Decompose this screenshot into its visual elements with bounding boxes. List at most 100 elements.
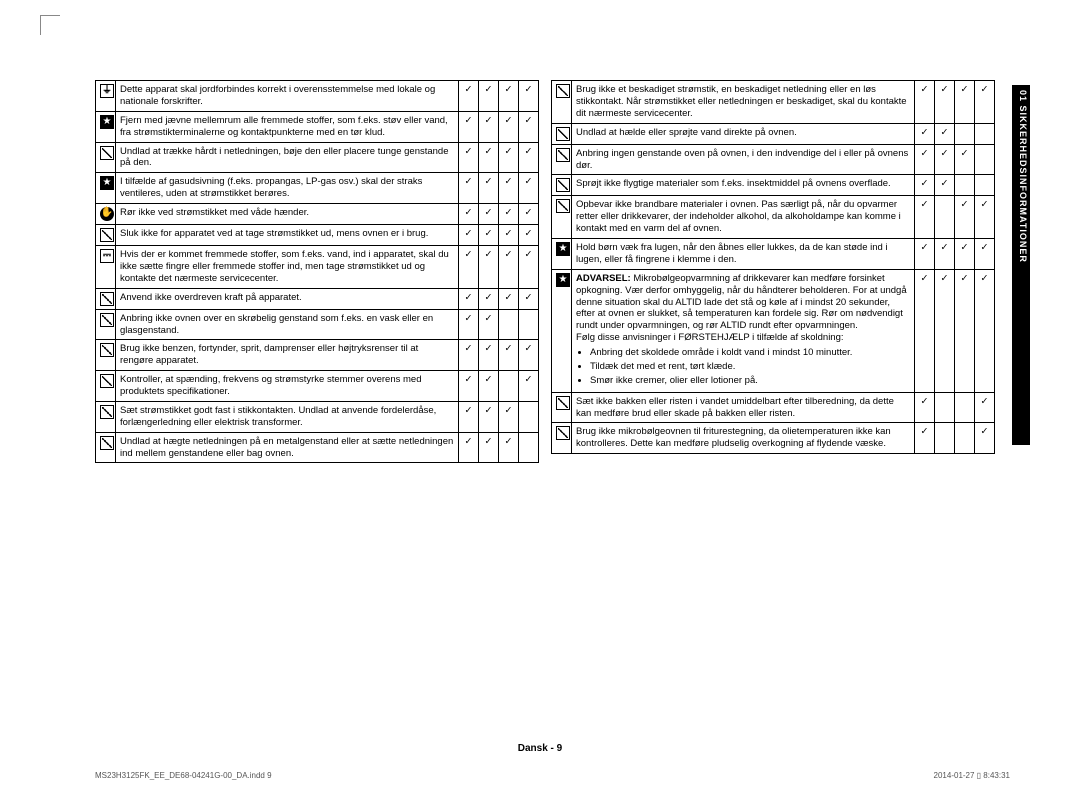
check-cell — [935, 196, 955, 239]
row-text: Undlad at hægte netledningen på en metal… — [116, 432, 459, 463]
prohibit-icon — [100, 436, 114, 450]
prohibit-icon — [556, 426, 570, 440]
check-cell: ✓ — [459, 288, 479, 309]
row-text: Sæt ikke bakken eller risten i vandet um… — [572, 392, 915, 423]
check-cell: ✓ — [955, 81, 975, 124]
check-cell: ✓ — [479, 204, 499, 225]
star-icon: ★ — [100, 176, 114, 190]
row-icon-cell — [96, 288, 116, 309]
check-cell: ✓ — [975, 239, 995, 270]
hand-icon: ✋ — [100, 207, 114, 221]
check-cell — [975, 175, 995, 196]
prohibit-icon — [556, 396, 570, 410]
row-text: Rør ikke ved strømstikket med våde hænde… — [116, 204, 459, 225]
check-cell: ✓ — [955, 196, 975, 239]
check-cell: ✓ — [915, 239, 935, 270]
table-row: ★ADVARSEL: Mikrobølgeopvarmning af drikk… — [552, 269, 995, 392]
table-row: Undlad at hælde eller sprøjte vand direk… — [552, 123, 995, 144]
check-cell: ✓ — [975, 196, 995, 239]
row-icon-cell: ✋ — [96, 204, 116, 225]
check-cell: ✓ — [955, 144, 975, 175]
row-icon-cell — [96, 142, 116, 173]
ground-icon: ⏚ — [100, 84, 114, 98]
check-cell: ✓ — [479, 432, 499, 463]
check-cell — [519, 401, 539, 432]
check-cell: ✓ — [935, 81, 955, 124]
row-text: I tilfælde af gasudsivning (f.eks. propa… — [116, 173, 459, 204]
check-cell: ✓ — [479, 225, 499, 246]
check-cell: ✓ — [935, 123, 955, 144]
table-row: Anbring ingen genstande oven på ovnen, i… — [552, 144, 995, 175]
prohibit-icon — [100, 313, 114, 327]
crop-mark — [40, 15, 60, 35]
table-row: ★Hold børn væk fra lugen, når den åbnes … — [552, 239, 995, 270]
check-cell: ✓ — [479, 309, 499, 340]
check-cell: ✓ — [499, 81, 519, 112]
table-row: ⏚Dette apparat skal jordforbindes korrek… — [96, 81, 539, 112]
check-cell: ✓ — [955, 269, 975, 392]
check-cell: ✓ — [479, 371, 499, 402]
row-text: Anvend ikke overdreven kraft på apparate… — [116, 288, 459, 309]
table-row: Anbring ikke ovnen over en skrøbelig gen… — [96, 309, 539, 340]
footer-filename: MS23H3125FK_EE_DE68-04241G-00_DA.indd 9 — [95, 771, 272, 780]
star-icon: ★ — [556, 273, 570, 287]
check-cell: ✓ — [975, 392, 995, 423]
table-row: Sprøjt ikke flygtige materialer som f.ek… — [552, 175, 995, 196]
row-text: Hold børn væk fra lugen, når den åbnes e… — [572, 239, 915, 270]
check-cell: ✓ — [975, 423, 995, 454]
check-cell: ✓ — [479, 111, 499, 142]
check-cell: ✓ — [459, 401, 479, 432]
row-icon-cell — [552, 392, 572, 423]
check-cell: ✓ — [499, 246, 519, 289]
row-icon-cell — [552, 196, 572, 239]
check-cell — [499, 309, 519, 340]
table-row: ★Fjern med jævne mellemrum alle fremmede… — [96, 111, 539, 142]
row-icon-cell — [552, 144, 572, 175]
star-icon: ★ — [556, 242, 570, 256]
table-row: ★I tilfælde af gasudsivning (f.eks. prop… — [96, 173, 539, 204]
check-cell: ✓ — [955, 239, 975, 270]
table-row: ✋Rør ikke ved strømstikket med våde hænd… — [96, 204, 539, 225]
row-icon-cell: ⏚ — [96, 81, 116, 112]
prohibit-icon — [100, 146, 114, 160]
row-text: Kontroller, at spænding, frekvens og str… — [116, 371, 459, 402]
table-row: Brug ikke benzen, fortynder, sprit, damp… — [96, 340, 539, 371]
check-cell: ✓ — [499, 288, 519, 309]
check-cell: ✓ — [519, 225, 539, 246]
check-cell: ✓ — [519, 81, 539, 112]
check-cell: ✓ — [915, 144, 935, 175]
check-cell: ✓ — [479, 288, 499, 309]
table-row: Undlad at hægte netledningen på en metal… — [96, 432, 539, 463]
row-text: ADVARSEL: Mikrobølgeopvarmning af drikke… — [572, 269, 915, 392]
check-cell: ✓ — [459, 204, 479, 225]
check-cell — [955, 123, 975, 144]
prohibit-icon — [556, 84, 570, 98]
row-text: Brug ikke et beskadiget strømstik, en be… — [572, 81, 915, 124]
check-cell: ✓ — [519, 371, 539, 402]
check-cell — [519, 432, 539, 463]
check-cell: ✓ — [499, 204, 519, 225]
check-cell: ✓ — [915, 196, 935, 239]
check-cell: ✓ — [479, 246, 499, 289]
check-cell: ✓ — [935, 269, 955, 392]
row-text: Undlad at trække hårdt i netledningen, b… — [116, 142, 459, 173]
check-cell: ✓ — [459, 432, 479, 463]
row-text: Brug ikke benzen, fortynder, sprit, damp… — [116, 340, 459, 371]
star-icon: ★ — [100, 115, 114, 129]
table-row: Undlad at trække hårdt i netledningen, b… — [96, 142, 539, 173]
footer-timestamp: 2014-01-27 ▯ 8:43:31 — [934, 771, 1010, 780]
check-cell — [935, 392, 955, 423]
row-text: Hvis der er kommet fremmede stoffer, som… — [116, 246, 459, 289]
check-cell: ✓ — [915, 175, 935, 196]
check-cell: ✓ — [479, 173, 499, 204]
row-icon-cell — [552, 423, 572, 454]
prohibit-icon — [100, 405, 114, 419]
row-icon-cell: ⎓ — [96, 246, 116, 289]
check-cell: ✓ — [915, 269, 935, 392]
check-cell: ✓ — [935, 144, 955, 175]
row-icon-cell — [96, 432, 116, 463]
row-text: Sprøjt ikke flygtige materialer som f.ek… — [572, 175, 915, 196]
prohibit-icon — [556, 127, 570, 141]
check-cell: ✓ — [519, 204, 539, 225]
check-cell — [975, 144, 995, 175]
